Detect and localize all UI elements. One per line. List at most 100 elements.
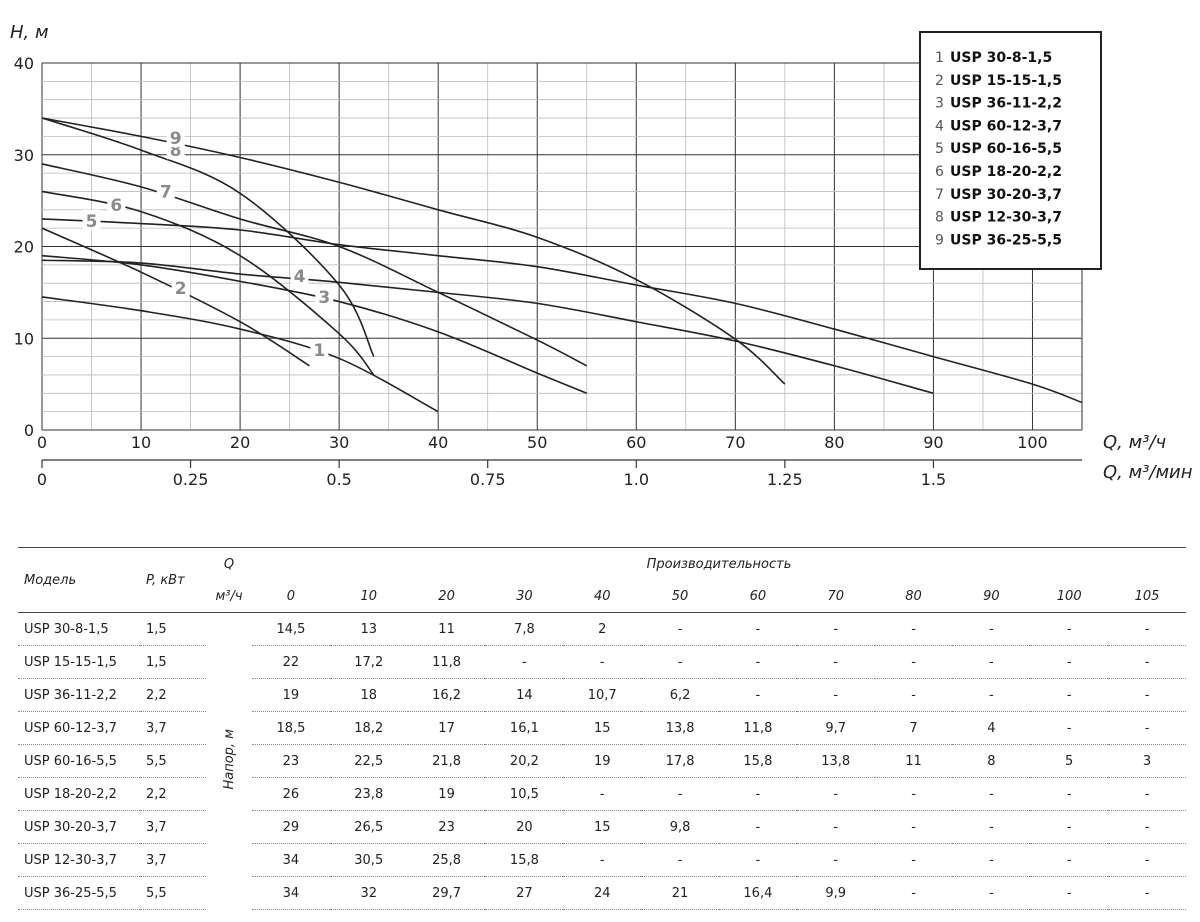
legend-item-number: 8 [935, 210, 944, 226]
value-cell: 14,5 [252, 612, 330, 646]
table-row: USP 60-16-5,5 5,5 23 22,5 21,8 20,2 19 17,8 15,8… [18, 744, 1186, 778]
series-label-2: 2 [175, 279, 187, 299]
series-label-1: 1 [313, 341, 325, 361]
q-header: Q [206, 547, 252, 580]
x-tick-label: 100 [1017, 433, 1048, 452]
value-cell: - [952, 678, 1031, 712]
model-cell: USP 36-11-2,2 [18, 678, 140, 712]
value-cell: 14 [485, 678, 564, 712]
value-cell: - [952, 843, 1031, 877]
series-label-bg [156, 180, 175, 201]
secondary-axis-tick-label: 1.25 [767, 470, 803, 489]
value-cell: - [563, 843, 642, 877]
series-label-6: 6 [110, 196, 122, 216]
value-cell: 13 [329, 612, 408, 646]
table-row: USP 36-11-2,2 2,2 19 18 16,2 14 10,7 6,2- - - - - - [18, 678, 1186, 712]
series-label-bg [107, 194, 126, 215]
value-cell: - [563, 645, 642, 679]
value-cell: 15,8 [718, 744, 797, 778]
value-cell: - [952, 612, 1031, 646]
value-cell: 2 [563, 612, 642, 646]
value-cell: 11 [874, 744, 953, 778]
power-cell: 2,2 [140, 777, 206, 811]
legend: 1 USP 30-8-1,5 2 USP 15-15-1,5 3 USP 36-11-2,… [919, 31, 1102, 270]
value-cell: - [874, 678, 953, 712]
legend-item-name: USP 15-15-1,5 [950, 73, 1062, 89]
legend-item-number: 7 [935, 187, 944, 203]
value-cell: 23 [252, 744, 330, 778]
value-cell: - [1030, 810, 1109, 844]
series-label-7: 7 [160, 182, 172, 202]
value-cell: 27 [485, 876, 564, 910]
power-cell: 3,7 [140, 810, 206, 844]
column-header: 70 [796, 580, 875, 613]
x-tick-label: 0 [37, 433, 47, 452]
value-cell: - [1030, 843, 1109, 877]
value-cell: 16,4 [718, 876, 797, 910]
column-header: 80 [874, 580, 953, 613]
value-cell: 22,5 [329, 744, 408, 778]
value-cell: 25,8 [407, 843, 486, 877]
x-tick-label: 60 [626, 433, 646, 452]
secondary-axis-tick-label: 0.25 [173, 470, 209, 489]
model-cell: USP 15-15-1,5 [18, 645, 140, 679]
column-header-row: м³/ч 0 10 20 30 40 50 60 70 80 90 100 105 [18, 580, 1186, 613]
value-cell: - [952, 777, 1031, 811]
series-label-3: 3 [318, 288, 330, 308]
column-header: 100 [1030, 580, 1109, 613]
value-cell: - [718, 843, 797, 877]
y-tick-label: 10 [14, 329, 34, 348]
series-label-bg [166, 127, 185, 148]
value-cell: 9,7 [796, 711, 875, 745]
value-cell: - [952, 645, 1031, 679]
value-cell: - [641, 612, 719, 646]
value-cell: - [718, 612, 797, 646]
y-tick-label: 0 [24, 421, 34, 440]
value-cell: - [1030, 678, 1109, 712]
power-header: P, кВт [140, 547, 206, 613]
x-tick-label: 40 [428, 433, 448, 452]
value-cell: 24 [563, 876, 642, 910]
power-cell: 1,5 [140, 645, 206, 679]
performance-header: Производительность [252, 547, 1186, 580]
column-header: 50 [641, 580, 719, 613]
value-cell: - [485, 645, 564, 679]
legend-item-name: USP 60-16-5,5 [950, 141, 1062, 157]
value-cell: 26,5 [329, 810, 408, 844]
series-line-9 [41, 117, 786, 385]
value-cell: 19 [252, 678, 330, 712]
legend-item-name: USP 30-20-3,7 [950, 187, 1062, 203]
model-cell: USP 18-20-2,2 [18, 777, 140, 811]
series-label-9: 9 [170, 129, 182, 149]
legend-item-name: USP 12-30-3,7 [950, 210, 1062, 226]
value-cell: 18 [329, 678, 408, 712]
value-cell: - [796, 678, 875, 712]
legend-item-number: 9 [935, 232, 944, 248]
series-line-4 [41, 259, 934, 395]
value-cell: - [1108, 810, 1186, 844]
legend-item-number: 4 [935, 118, 944, 134]
head-label: Напор, м [221, 728, 237, 790]
power-cell: 5,5 [140, 876, 206, 910]
value-cell: 10,7 [563, 678, 642, 712]
value-cell: - [1108, 843, 1186, 877]
value-cell: - [952, 876, 1031, 910]
value-cell: 5 [1030, 744, 1109, 778]
column-header: 90 [952, 580, 1031, 613]
table-row: USP 30-8-1,5 1,5 Напор, м 14,5 13 11 7,8 2- - - - -… [18, 612, 1186, 790]
value-cell: 34 [252, 843, 330, 877]
power-cell: 3,7 [140, 843, 206, 877]
value-cell: - [641, 645, 719, 679]
model-cell: USP 30-20-3,7 [18, 810, 140, 844]
table-row: USP 60-12-3,7 3,7 18,5 18,2 17 16,1 15 13,8 11,8… [18, 711, 1186, 745]
y-axis-title: H, м [10, 22, 49, 43]
secondary-axis-tick-label: 0 [37, 470, 47, 489]
value-cell: - [796, 810, 875, 844]
legend-item-number: 2 [935, 73, 944, 89]
value-cell: 11,8 [718, 711, 797, 745]
series-line-8 [41, 117, 375, 357]
value-cell: 15 [563, 810, 642, 844]
series-label-4: 4 [294, 267, 306, 287]
value-cell: 32 [329, 876, 408, 910]
series-line-3 [41, 254, 588, 395]
